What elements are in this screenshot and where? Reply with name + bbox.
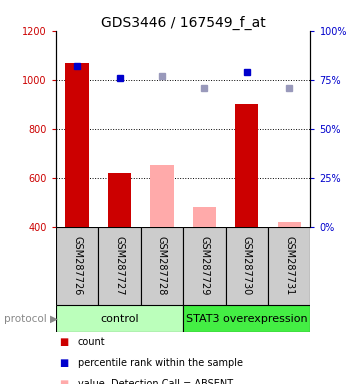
Text: control: control [100, 314, 139, 324]
Bar [65, 63, 89, 227]
Text: STAT3 overexpression: STAT3 overexpression [186, 314, 308, 324]
Bar [235, 104, 258, 227]
Text: percentile rank within the sample: percentile rank within the sample [78, 358, 243, 368]
Bar [268, 227, 310, 305]
Text: value, Detection Call = ABSENT: value, Detection Call = ABSENT [78, 379, 233, 384]
Title: GDS3446 / 167549_f_at: GDS3446 / 167549_f_at [101, 16, 266, 30]
Text: ■: ■ [60, 379, 69, 384]
Bar [108, 173, 131, 227]
Text: protocol ▶: protocol ▶ [4, 314, 58, 324]
Bar [193, 207, 216, 227]
Text: GSM287728: GSM287728 [157, 236, 167, 296]
Text: GSM287731: GSM287731 [284, 236, 294, 296]
Bar [278, 222, 301, 227]
Text: GSM287727: GSM287727 [114, 236, 125, 296]
Bar [56, 305, 183, 332]
Text: GSM287730: GSM287730 [242, 236, 252, 296]
Text: GSM287729: GSM287729 [199, 236, 209, 296]
Text: ■: ■ [60, 358, 69, 368]
Text: ■: ■ [60, 337, 69, 347]
Text: count: count [78, 337, 105, 347]
Bar [183, 305, 310, 332]
Bar [183, 227, 226, 305]
Bar [141, 227, 183, 305]
Bar [56, 227, 98, 305]
Bar [226, 227, 268, 305]
Text: GSM287726: GSM287726 [72, 236, 82, 296]
Bar [150, 166, 174, 227]
Bar [98, 227, 141, 305]
